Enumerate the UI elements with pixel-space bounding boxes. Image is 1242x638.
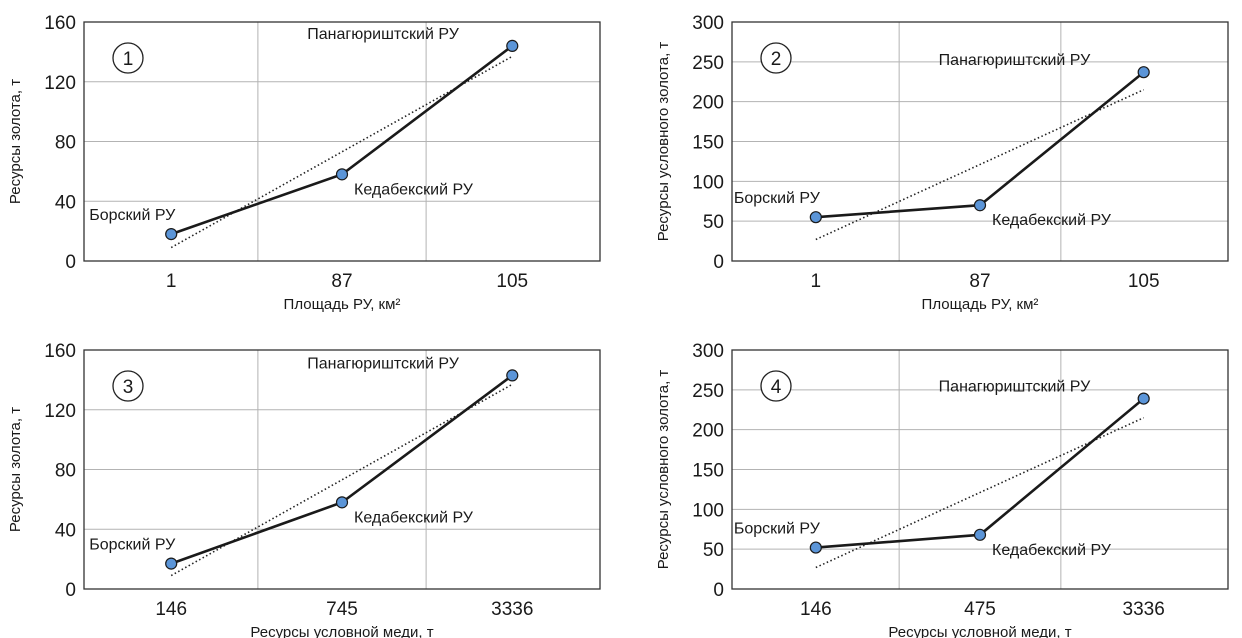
plot-frame: [83, 349, 601, 590]
data-point-marker: [335, 168, 349, 181]
panel-number-badge: [112, 370, 144, 402]
x-tick-label: 87: [969, 271, 990, 292]
y-tick-label: 150: [692, 133, 724, 154]
x-tick-label: 3336: [491, 599, 533, 620]
panel-number-label: 4: [771, 377, 782, 398]
x-tick-label: 146: [155, 599, 187, 620]
x-axis-label: Площадь РУ, км²: [284, 296, 401, 313]
x-tick-label: 105: [1128, 271, 1160, 292]
chart-panel-1: 0 40 80 120 160 1 87 105 Площадь РУ, км² Ресурсы …: [7, 13, 601, 313]
data-point-marker: [506, 369, 519, 382]
y-tick-label: 40: [55, 520, 76, 541]
chart-panel-4: 0 50 100 150 200 250 300 146 475 3336 Ресурсы усло…: [655, 341, 1229, 638]
data-point-marker: [165, 228, 178, 241]
panel-number-label: 2: [771, 49, 782, 70]
y-tick-label: 0: [713, 252, 724, 273]
y-tick-label: 80: [55, 133, 76, 154]
y-tick-label: 120: [44, 401, 76, 422]
data-point-label: Борский РУ: [89, 537, 176, 554]
y-tick-label: 150: [692, 461, 724, 482]
data-point-marker: [809, 211, 822, 224]
y-tick-label: 100: [692, 172, 724, 193]
panel-number-badge: [760, 42, 792, 74]
y-tick-label: 0: [713, 580, 724, 601]
data-point-label: Борский РУ: [89, 207, 176, 224]
x-axis-label: Ресурсы условной меди, т: [888, 624, 1071, 638]
data-point-marker: [165, 557, 178, 570]
y-tick-label: 160: [44, 341, 76, 362]
data-point-label: Борский РУ: [734, 521, 821, 538]
data-point-marker: [973, 199, 987, 212]
y-tick-label: 300: [692, 13, 724, 34]
y-tick-label: 80: [55, 461, 76, 482]
y-tick-label: 50: [703, 540, 724, 561]
series-line: [815, 397, 1145, 549]
data-point-label: Кедабекский РУ: [354, 181, 474, 198]
x-tick-label: 475: [964, 599, 996, 620]
y-tick-label: 300: [692, 341, 724, 362]
y-tick-label: 120: [44, 73, 76, 94]
y-tick-label: 200: [692, 421, 724, 442]
data-point-label: Борский РУ: [734, 190, 821, 207]
chart-panel-3: 0 40 80 120 160 146 745 3336 Ресурсы условной ме…: [7, 341, 601, 638]
x-tick-label: 1: [166, 271, 177, 292]
data-point-label: Панагюриштский РУ: [307, 26, 459, 43]
data-point-label: Кедабекский РУ: [992, 212, 1112, 229]
x-tick-label: 1: [811, 271, 822, 292]
panel-number-badge: [112, 42, 144, 74]
x-tick-label: 105: [496, 271, 528, 292]
series-line: [170, 44, 514, 236]
y-tick-label: 50: [703, 212, 724, 233]
x-tick-label: 146: [800, 599, 832, 620]
y-axis-label: Ресурсы условного золота, т: [655, 370, 672, 570]
plot-frame: [731, 21, 1229, 262]
x-axis-label: Ресурсы условной меди, т: [250, 624, 433, 638]
y-tick-label: 100: [692, 500, 724, 521]
y-axis-label: Ресурсы золота, т: [7, 79, 24, 204]
data-point-marker: [506, 39, 519, 53]
y-tick-label: 200: [692, 93, 724, 114]
x-axis-label: Площадь РУ, км²: [922, 296, 1039, 313]
data-point-marker: [809, 541, 822, 554]
data-point-label: Кедабекский РУ: [354, 509, 474, 526]
plot-frame: [83, 21, 601, 262]
data-point-label: Панагюриштский РУ: [307, 355, 459, 372]
y-axis-label: Ресурсы золота, т: [7, 407, 24, 532]
x-tick-label: 87: [331, 271, 352, 292]
panel-number-label: 3: [123, 377, 134, 398]
x-tick-label: 745: [326, 599, 358, 620]
trend-line: [170, 55, 513, 249]
data-point-label: Панагюриштский РУ: [939, 379, 1091, 396]
data-point-label: Панагюриштский РУ: [939, 52, 1091, 69]
x-tick-label: 3336: [1123, 599, 1165, 620]
plot-frame: [731, 349, 1229, 590]
y-tick-label: 250: [692, 381, 724, 402]
data-point-marker: [1137, 66, 1150, 79]
trend-line: [815, 88, 1145, 241]
data-point-marker: [335, 496, 349, 509]
series-line: [815, 71, 1145, 219]
y-tick-label: 40: [55, 192, 76, 213]
panel-number-badge: [760, 370, 792, 402]
y-tick-label: 0: [65, 580, 76, 601]
y-tick-label: 0: [65, 252, 76, 273]
panel-number-label: 1: [123, 49, 134, 70]
data-point-marker: [1137, 392, 1150, 405]
y-axis-label: Ресурсы условного золота, т: [655, 42, 672, 242]
chart-panel-2: 0 50 100 150 200 250 300 1 87 105 Площадь РУ, км² Р…: [655, 13, 1229, 313]
y-tick-label: 160: [44, 13, 76, 34]
data-point-marker: [973, 528, 987, 541]
data-point-label: Кедабекский РУ: [992, 542, 1112, 559]
y-tick-label: 250: [692, 53, 724, 74]
